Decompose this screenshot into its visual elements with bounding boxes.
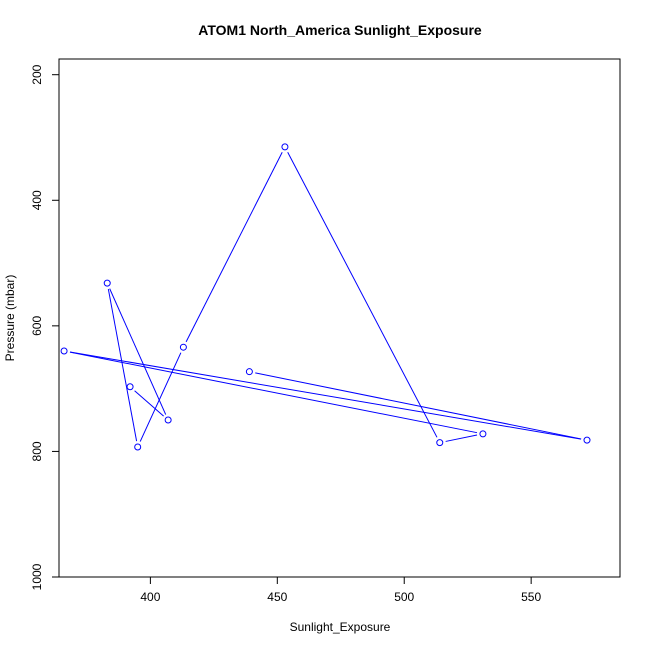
- data-point: [164, 416, 172, 424]
- data-point: [245, 368, 253, 376]
- data-point: [126, 383, 134, 391]
- data-point: [479, 430, 487, 438]
- y-tick-label: 800: [30, 441, 44, 461]
- y-tick-label: 200: [30, 64, 44, 84]
- series-layer: [60, 143, 591, 451]
- data-point: [103, 279, 111, 287]
- data-point: [583, 436, 591, 444]
- series-0-segment-0: [255, 372, 582, 440]
- x-tick-label: 400: [140, 590, 160, 604]
- data-point: [281, 143, 289, 151]
- x-tick-label: 550: [521, 590, 541, 604]
- y-tick-label: 600: [30, 316, 44, 336]
- series-0-segment-1: [69, 351, 582, 440]
- series-0-segment-2: [69, 351, 478, 434]
- series-0-segment-9: [134, 390, 164, 417]
- y-axis-label: Pressure (mbar): [3, 275, 17, 362]
- series-0-segment-3: [445, 434, 478, 442]
- series-0-segment-4: [287, 151, 438, 438]
- y-tick-label: 1000: [30, 563, 44, 590]
- y-axis: 200 400 600 800 1000: [30, 64, 60, 590]
- series-0-segment-5: [185, 152, 283, 343]
- y-tick-label: 400: [30, 190, 44, 210]
- x-axis: 400 450 500 550: [140, 576, 541, 604]
- chart-title: ATOM1 North_America Sunlight_Exposure: [198, 22, 482, 38]
- data-point: [134, 443, 142, 451]
- x-tick-label: 500: [394, 590, 414, 604]
- plot-frame: [58, 58, 621, 578]
- x-axis-label: Sunlight_Exposure: [290, 620, 391, 634]
- series-0-segment-6: [139, 352, 182, 442]
- data-point: [179, 343, 187, 351]
- x-tick-label: 450: [267, 590, 287, 604]
- data-point: [60, 347, 68, 355]
- data-point: [436, 439, 444, 447]
- series-0-segment-7: [107, 288, 138, 442]
- series-0-segment-8: [109, 288, 167, 415]
